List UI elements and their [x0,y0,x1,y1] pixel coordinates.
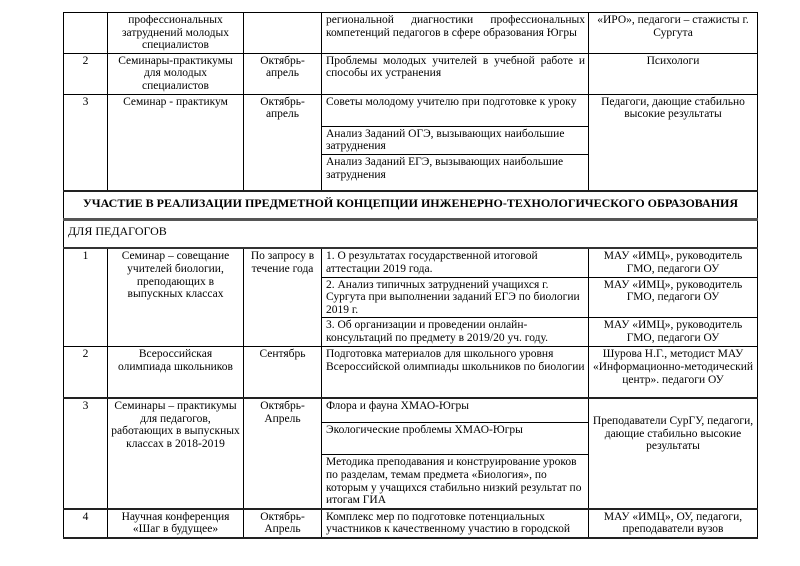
table-row: Методика преподавания и конструирование … [64,454,758,510]
participants-cell: МАУ «ИМЦ», руководитель ГМО, педагоги ОУ [588,317,758,348]
table-row: Экологические проблемы ХМАО-Югры [64,422,758,456]
row-number-cell: 2 [63,346,108,399]
content-cell: Экологические проблемы ХМАО-Югры [321,422,589,456]
schedule-table: профессиональных затруднений молодых спе… [63,12,758,540]
table-row: 1 Семинар – совещание учителей биологии,… [63,247,758,348]
content-cell: Анализ Заданий ОГЭ, вызывающих наибольши… [321,125,589,155]
table-row: 2. Анализ типичных затруднений учащихся … [64,276,758,319]
table-row: Анализ Заданий ЕГЭ, вызывающих наибольши… [64,153,758,192]
participants-cell: Педагоги, дающие стабильно высокие резул… [588,93,758,192]
event-name-cell: Семинар - практикум [107,93,244,192]
timing-cell: Октябрь-апрель [243,52,322,95]
timing-cell: Сентябрь [243,346,322,399]
section-subtitle: ДЛЯ ПЕДАГОГОВ [63,218,758,250]
content-cell: Анализ Заданий ЕГЭ, вызывающих наибольши… [321,153,589,192]
event-name-cell: Научная конференция «Шаг в будущее» [107,507,244,540]
event-name-cell: Всероссийская олимпиада школьников [107,346,244,399]
timing-cell: Октябрь-апрель [243,93,322,192]
table-row: профессиональных затруднений молодых спе… [63,12,758,54]
content-cell: Проблемы молодых учителей в учебной рабо… [321,52,589,95]
table-row: 2 Всероссийская олимпиада школьников Сен… [63,346,758,399]
event-name-cell: Семинары-практикумы для молодых специали… [107,52,244,95]
timing-cell [243,12,322,54]
content-cell: 2. Анализ типичных затруднений учащихся … [321,276,589,319]
content-cell: Комплекс мер по подготовке потенциальных… [321,507,589,540]
participants-cell: МАУ «ИМЦ», ОУ, педагоги, преподаватели в… [588,507,758,540]
row-number-cell: 2 [63,52,108,95]
section-subheader-row: ДЛЯ ПЕДАГОГОВ [63,218,758,250]
row-number-cell: 3 [63,396,108,510]
row-number-cell: 3 [63,93,108,192]
content-cell: региональной диагностики профессиональны… [321,12,589,54]
content-cell: Методика преподавания и конструирование … [321,454,589,510]
section-header-row: УЧАСТИЕ В РЕАЛИЗАЦИИ ПРЕДМЕТНОЙ КОНЦЕПЦИ… [63,190,758,221]
row-number-cell [63,12,108,54]
table-row: 3 Семинары – практикумы для педагогов, р… [63,396,758,510]
timing-cell: Октябрь-Апрель [243,396,322,510]
participants-cell: Психологи [588,52,758,95]
content-cell: Подготовка материалов для школьного уров… [321,346,589,399]
content-cell: 1. О результатах государственной итогово… [321,247,589,278]
content-cell: 3. Об организации и проведении онлайн-ко… [321,317,589,348]
participants-cell: Шурова Н.Г., методист МАУ «Информационно… [588,346,758,399]
table-row: 4 Научная конференция «Шаг в будущее» Ок… [63,507,758,540]
participants-cell: МАУ «ИМЦ», руководитель ГМО, педагоги ОУ [588,276,758,319]
table-row: Анализ Заданий ОГЭ, вызывающих наибольши… [64,125,758,155]
timing-cell: По запросу в течение года [243,247,322,348]
table-row: 2 Семинары-практикумы для молодых специа… [63,52,758,95]
event-name-cell: Семинары – практикумы для педагогов, раб… [107,396,244,510]
content-cell: Флора и фауна ХМАО-Югры [321,396,589,424]
row-number-cell: 4 [63,507,108,540]
participants-cell: МАУ «ИМЦ», руководитель ГМО, педагоги ОУ [588,247,758,278]
participants-cell: «ИРО», педагоги – стажисты г. Сургута [588,12,758,54]
event-name-cell: Семинар – совещание учителей биологии, п… [107,247,244,348]
row-number-cell: 1 [63,247,108,348]
table-row: 3 Семинар - практикум Октябрь-апрель Сов… [63,93,758,192]
content-cell: Советы молодому учителю при подготовке к… [321,93,589,127]
section-title: УЧАСТИЕ В РЕАЛИЗАЦИИ ПРЕДМЕТНОЙ КОНЦЕПЦИ… [63,190,758,221]
event-name-cell: профессиональных затруднений молодых спе… [107,12,244,54]
timing-cell: Октябрь-Апрель [243,507,322,540]
participants-cell: Преподаватели СурГУ, педагоги, дающие ст… [588,396,758,510]
